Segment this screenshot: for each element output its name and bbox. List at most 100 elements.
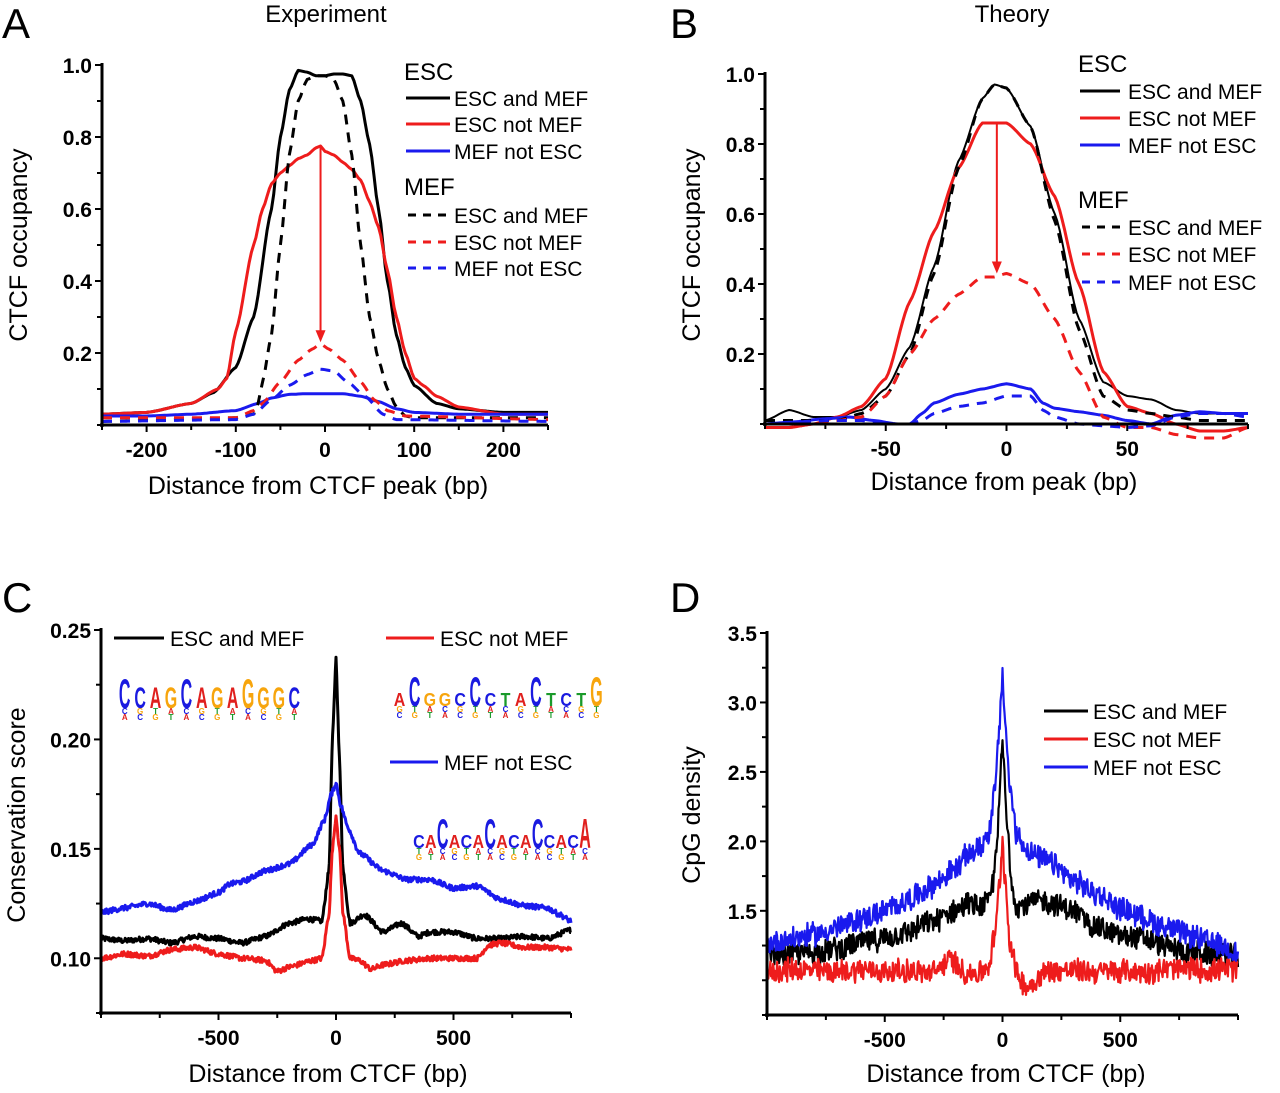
panel-b-legend: ESC ESC and MEF ESC not MEF MEF not ESC …: [1078, 51, 1262, 295]
motif-logo-letter: G: [578, 705, 584, 714]
motif-logo-letter: C: [518, 711, 524, 720]
x-tick-label: 0: [319, 439, 331, 462]
legend-label: MEF not ESC: [454, 258, 582, 281]
panel-b-plot: -50 0 50 0.2 0.4 0.6 0.8 1.0: [726, 64, 1249, 461]
panel-c-xlabel: Distance from CTCF (bp): [188, 1060, 467, 1088]
motif-logo-letter: C: [409, 668, 421, 716]
motif-logo-letter: C: [503, 705, 509, 714]
legend-label: ESC and MEF: [1128, 81, 1262, 104]
motif-logo-letter: A: [150, 682, 162, 716]
motif-logo-letter: T: [230, 713, 235, 722]
x-tick-label: 0: [997, 1029, 1009, 1052]
motif-logo-letter: T: [571, 853, 576, 862]
series-line-mef-mef-not-esc: [102, 367, 548, 423]
motif-logo-letter: C: [199, 713, 205, 722]
panel-letter-d: D: [670, 574, 700, 621]
motif-logo-letter: T: [533, 705, 538, 714]
motif-logo-letter: T: [215, 707, 220, 716]
motif-logo-letter: G: [558, 853, 564, 862]
motif-logo-letter: A: [520, 832, 532, 852]
y-tick-label: 0.2: [63, 343, 92, 366]
motif-logo-letter: G: [276, 713, 282, 722]
motif-logo-letter: C: [183, 707, 189, 716]
panel-letter-c: C: [2, 574, 32, 621]
legend-label: ESC not MEF: [1128, 108, 1256, 131]
motif-logo-letter: C: [470, 668, 482, 716]
motif-logo-letter: G: [257, 682, 269, 716]
motif-logo-letter: G: [593, 711, 599, 720]
motif-logo-letter: G: [214, 713, 220, 722]
motif-logo-letter: C: [530, 668, 542, 716]
motif-logo-letter: T: [549, 711, 554, 720]
motif-logo-letter: G: [451, 847, 457, 856]
legend-heading-esc: ESC: [1078, 51, 1127, 78]
x-tick-label: 0: [330, 1027, 342, 1050]
motif-logo-letter: G: [211, 682, 223, 716]
legend-label: ESC and MEF: [454, 88, 588, 111]
panel-letter-a: A: [2, 0, 30, 47]
series-line-esc-mef-not-esc: [102, 392, 548, 418]
motif-logo-letter: A: [496, 832, 508, 852]
motif-logo-letter: C: [437, 810, 449, 858]
legend-label: ESC not MEF: [1093, 729, 1221, 752]
series-line-mef-mef-not-esc: [764, 394, 1249, 429]
motif-logo-letter: C: [181, 670, 193, 718]
legend-label: MEF not ESC: [1128, 272, 1256, 295]
motif-logo-letter: C: [261, 713, 267, 722]
y-tick-label: 0.4: [63, 271, 93, 294]
motif-logo-letter: G: [533, 711, 539, 720]
motif-logo-letter: C: [578, 711, 584, 720]
legend-label: ESC and MEF: [1128, 217, 1262, 240]
motif-logo-letter: T: [427, 711, 432, 720]
y-tick-label: 3.0: [728, 692, 757, 715]
motif-logo-letter: G: [137, 707, 143, 716]
motif-logo-letter: A: [427, 705, 433, 714]
motif-logo-letter: A: [230, 707, 236, 716]
x-tick-label: -500: [197, 1027, 239, 1050]
legend-label: ESC and MEF: [1093, 701, 1227, 724]
motif-logo-letter: G: [416, 853, 422, 862]
panel-d-plot: -500 0 500 1.5 2.0 2.5 3.0 3.5: [728, 623, 1240, 1052]
legend-label: ESC not MEF: [454, 232, 582, 255]
motif-logo-letter: A: [196, 682, 208, 716]
panel-c-legend: ESC and MEF ESC not MEF MEF not ESC: [114, 628, 572, 775]
x-tick-label: -50: [871, 438, 901, 461]
motif-logo-letter: C: [413, 832, 425, 852]
legend-label: ESC not MEF: [454, 114, 582, 137]
motif-logo-letter: C: [245, 707, 251, 716]
motif-logo-letter: T: [169, 713, 174, 722]
legend-label: MEF not ESC: [1093, 757, 1221, 780]
motif-logo-letter: C: [454, 690, 466, 710]
motif-logo-letter: C: [289, 682, 301, 716]
motif-logo-letter: G: [518, 705, 524, 714]
motif-logo-letter: T: [559, 847, 564, 856]
motif-logo-letter: C: [397, 711, 403, 720]
y-tick-label: 0.10: [50, 948, 91, 971]
x-tick-label: 0: [1001, 438, 1013, 461]
panel-d-ylabel: CpG density: [678, 746, 706, 884]
motif-logo-letter: A: [563, 711, 569, 720]
motif-logo-letter: C: [547, 853, 553, 862]
panel-a-title: Experiment: [265, 1, 387, 28]
motif-logo-letter: C: [457, 711, 463, 720]
x-tick-label: 500: [1103, 1029, 1138, 1052]
legend-label: MEF not ESC: [1128, 135, 1256, 158]
y-tick-label: 1.5: [728, 901, 758, 924]
motif-logo-letter: C: [535, 847, 541, 856]
motif-logo-letter: A: [291, 707, 297, 716]
panel-d-legend: ESC and MEF ESC not MEF MEF not ESC: [1044, 701, 1227, 780]
y-tick-label: 1.0: [63, 55, 92, 78]
motif-logo-letter: G: [472, 711, 478, 720]
motif-logo-letter: T: [576, 690, 586, 710]
motif-logo-letter: A: [515, 690, 527, 710]
series-line-esc-not-mef: [100, 814, 573, 975]
legend-label: ESC not MEF: [440, 628, 568, 651]
motif-logo-letter: C: [461, 832, 473, 852]
motif-logo-letter: A: [472, 832, 484, 852]
y-tick-label: 2.0: [728, 831, 757, 854]
x-tick-label: 100: [397, 439, 432, 462]
motif-logo-letter: C: [532, 810, 544, 858]
panel-c-plot: -500 0 500 0.10 0.15 0.20 0.25: [50, 620, 573, 1050]
motif-logo-letter: G: [165, 682, 177, 716]
x-tick-label: 50: [1116, 438, 1139, 461]
